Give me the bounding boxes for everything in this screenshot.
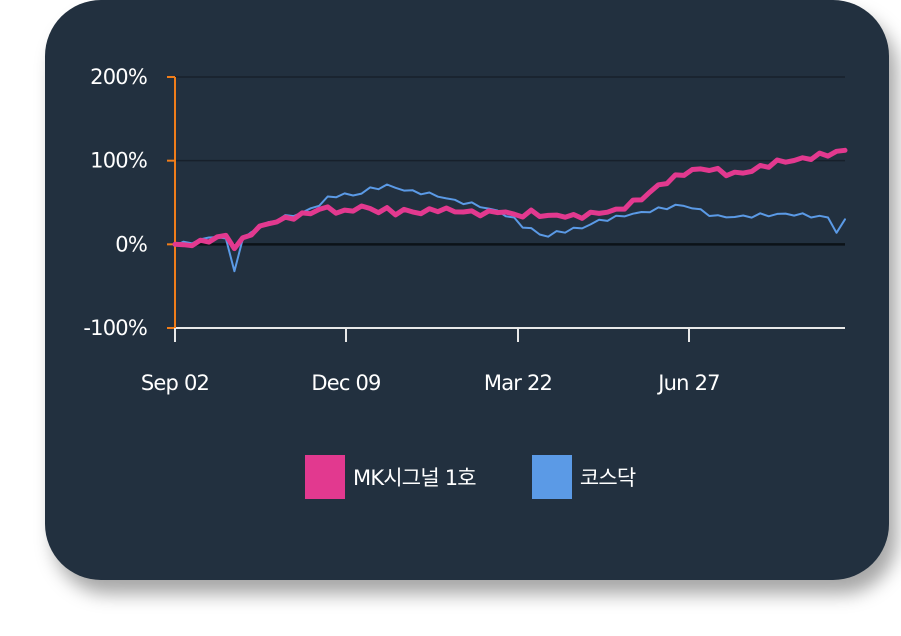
axes xyxy=(167,76,690,342)
y-tick-label: 100% xyxy=(90,149,147,173)
legend-swatch xyxy=(531,455,572,499)
legend: MK시그널 1호 코스닥 xyxy=(305,455,691,499)
x-tick-label: Sep 02 xyxy=(141,371,209,395)
series-line-1 xyxy=(174,183,846,273)
legend-label: 코스닥 xyxy=(579,466,636,490)
legend-swatch xyxy=(305,455,345,499)
y-tick-label: 200% xyxy=(90,65,147,89)
gridlines xyxy=(175,76,845,329)
legend-label: MK시그널 1호 xyxy=(353,466,477,490)
y-tick-label: -100% xyxy=(83,316,147,340)
x-tick-label: Dec 09 xyxy=(311,371,380,395)
legend-item-0: MK시그널 1호 xyxy=(305,455,477,499)
chart-card xyxy=(45,0,889,580)
legend-item-1: 코스닥 xyxy=(531,455,636,499)
x-tick-label: Jun 27 xyxy=(656,371,719,395)
x-tick-label: Mar 22 xyxy=(484,371,552,395)
series-line-0 xyxy=(172,147,848,252)
tick-labels: 200% 100% 0% -100% Sep 02 Dec 09 Mar 22 Jun 27 xyxy=(83,65,720,395)
y-tick-label: 0% xyxy=(115,232,147,256)
series-layer xyxy=(172,147,848,273)
